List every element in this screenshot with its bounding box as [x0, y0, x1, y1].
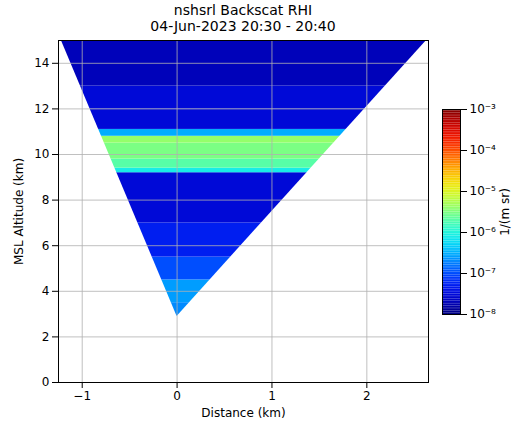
- svg-text:Distance (km): Distance (km): [201, 406, 285, 420]
- svg-text:0: 0: [173, 389, 181, 403]
- svg-text:MSL Altitude (km): MSL Altitude (km): [12, 158, 26, 265]
- svg-text:1/(m sr): 1/(m sr): [498, 188, 512, 236]
- svg-text:10⁻⁵: 10⁻⁵: [470, 184, 497, 198]
- svg-text:12: 12: [34, 102, 49, 116]
- html-text:04-Jun-2023 20:30 - 20:40: 04-Jun-2023 20:30 - 20:40: [150, 18, 336, 34]
- svg-text:10⁻⁶: 10⁻⁶: [470, 225, 497, 239]
- svg-text:10⁻⁸: 10⁻⁸: [470, 307, 497, 321]
- svg-text:4: 4: [42, 284, 50, 298]
- svg-text:6: 6: [42, 239, 50, 253]
- svg-text:2: 2: [42, 330, 50, 344]
- svg-text:−1: −1: [73, 389, 91, 403]
- svg-text:8: 8: [42, 193, 50, 207]
- svg-text:10: 10: [34, 147, 49, 161]
- html-text:nshsrl Backscat RHI: nshsrl Backscat RHI: [173, 2, 313, 18]
- svg-text:10⁻⁴: 10⁻⁴: [470, 143, 497, 157]
- svg-text:10⁻³: 10⁻³: [470, 102, 497, 116]
- svg-text:10⁻⁷: 10⁻⁷: [470, 266, 497, 280]
- svg-text:0: 0: [42, 375, 50, 389]
- svg-text:2: 2: [363, 389, 371, 403]
- svg-text:1: 1: [268, 389, 276, 403]
- svg-text:14: 14: [34, 56, 49, 70]
